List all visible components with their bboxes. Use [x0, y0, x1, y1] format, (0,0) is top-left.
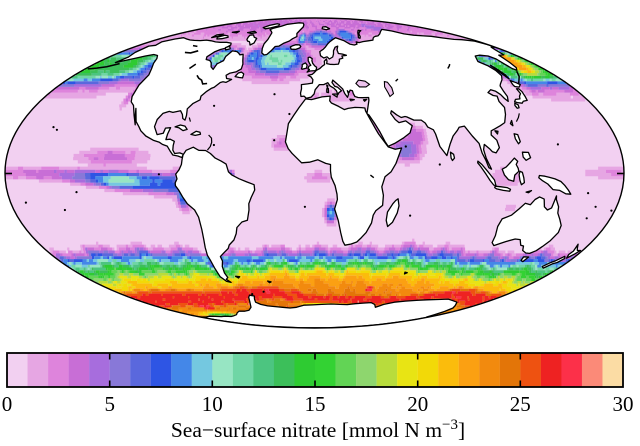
svg-text:15: 15 [305, 392, 326, 416]
svg-text:5: 5 [104, 392, 115, 416]
svg-text:30: 30 [613, 392, 634, 416]
svg-text:10: 10 [202, 392, 223, 416]
svg-text:25: 25 [510, 392, 531, 416]
svg-text:20: 20 [407, 392, 428, 416]
svg-text:Sea−surface nitrate [mmol N m−: Sea−surface nitrate [mmol N m−3] [171, 417, 465, 442]
svg-text:0: 0 [2, 392, 13, 416]
